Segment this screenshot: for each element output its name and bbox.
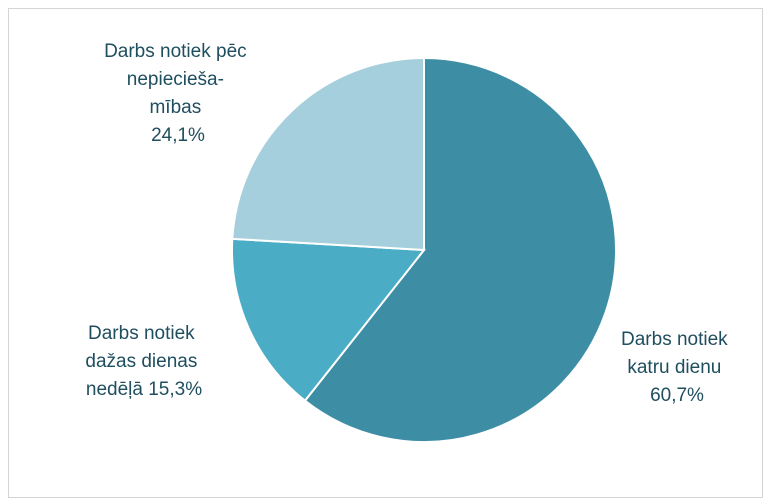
pie-slices [231,56,617,443]
slice-label-daily-value: 60,7% [650,385,704,406]
slice-label-as-needed-line-2: nepiecieša- [127,69,224,90]
pie-slice-as-needed [231,56,425,252]
slice-label-daily-line-1: Darbs notiek [621,329,728,350]
slice-label-daily: Darbs notiek katru dienu 60,7% [621,329,733,406]
slice-label-some-days-value: nedēļā 15,3% [86,379,202,400]
slice-label-some-days-line-1: Darbs notiek [88,323,195,344]
slice-label-as-needed: Darbs notiek pēc nepiecieša- mības 24,1% [104,41,252,146]
pie-slice-some-days [231,237,426,403]
slice-label-daily-line-2: katru dienu [627,357,721,378]
slice-label-some-days-line-2: dažas dienas [85,351,197,372]
pie-chart: Darbs notiek katru dienu 60,7% Darbs not… [85,41,733,443]
slice-label-some-days: Darbs notiek dažas dienas nedēļā 15,3% [85,323,202,400]
pie-slice-daily [303,56,617,443]
slice-label-as-needed-value: 24,1% [151,125,205,146]
slice-label-as-needed-line-3: mības [149,97,201,118]
slice-label-as-needed-line-1: Darbs notiek pēc [104,41,247,62]
